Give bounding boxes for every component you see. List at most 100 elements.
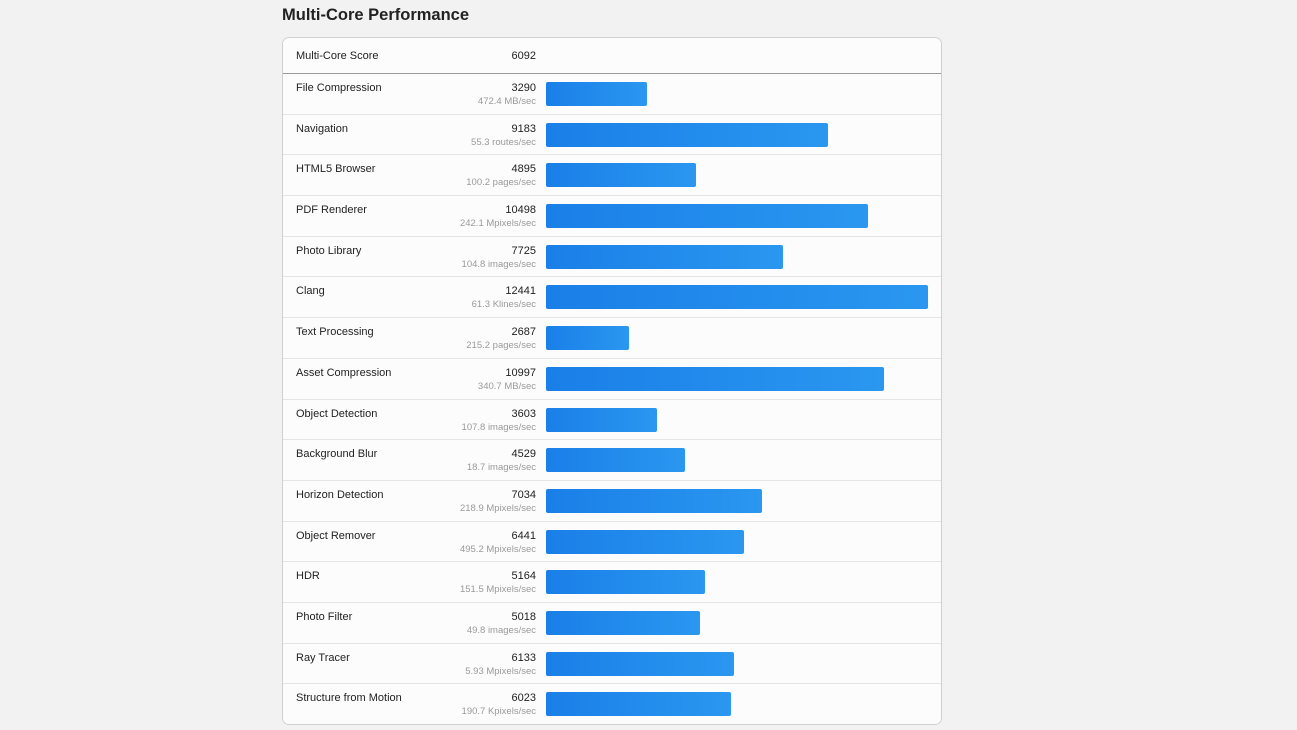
score-bar (546, 326, 629, 351)
bar-track (546, 244, 928, 269)
score-bar (546, 407, 657, 432)
workload-rate: 104.8 images/sec (461, 258, 536, 270)
workload-rate: 61.3 Klines/sec (471, 299, 536, 311)
workload-rows: File Compression 3290 472.4 MB/sec Navigati… (283, 74, 941, 724)
bar-track (546, 610, 928, 635)
workload-rate: 18.7 images/sec (466, 462, 536, 474)
bar-track (546, 407, 928, 432)
workload-name: PDF Renderer (296, 204, 367, 217)
workload-name: Text Processing (296, 326, 374, 339)
score-bar (546, 692, 731, 717)
workload-score: 6133 (511, 651, 536, 664)
table-row: Asset Compression 10997 340.7 MB/sec (283, 358, 941, 400)
table-row: Object Remover 6441 495.2 Mpixels/sec (283, 521, 941, 563)
section-title: Multi-Core Performance (282, 6, 470, 24)
workload-score: 5018 (511, 610, 536, 623)
workload-score: 7725 (511, 244, 536, 257)
workload-name: HDR (296, 570, 320, 583)
workload-score: 6023 (511, 692, 536, 705)
table-row: Photo Filter 5018 49.8 images/sec (283, 602, 941, 644)
summary-score: 6092 (511, 50, 536, 62)
workload-score: 3603 (511, 407, 536, 420)
score-bar (546, 488, 762, 513)
score-bar (546, 610, 700, 635)
score-bar (546, 448, 685, 473)
table-row: Clang 12441 61.3 Klines/sec (283, 277, 941, 319)
workload-score: 6441 (511, 529, 536, 542)
workload-score: 3290 (511, 82, 536, 94)
table-row: Navigation 9183 55.3 routes/sec (283, 114, 941, 156)
benchmark-table: Multi-Core Score 6092 File Compression 32… (282, 37, 942, 725)
score-bar (546, 529, 744, 554)
table-row: Background Blur 4529 18.7 images/sec (283, 440, 941, 481)
bar-track (546, 204, 928, 229)
workload-score: 9183 (511, 122, 536, 135)
table-row: HTML5 Browser 4895 100.2 pages/sec (283, 155, 941, 197)
score-bar (546, 244, 783, 269)
table-row: File Compression 3290 472.4 MB/sec (283, 74, 941, 115)
workload-score: 4529 (511, 448, 536, 461)
bar-track (546, 448, 928, 473)
score-bar (546, 570, 705, 595)
score-bar (546, 651, 734, 676)
score-bar (546, 82, 647, 106)
table-row: HDR 5164 151.5 Mpixels/sec (283, 562, 941, 603)
score-bar (546, 163, 696, 188)
table-row: Text Processing 2687 215.2 pages/sec (283, 318, 941, 359)
bar-track (546, 488, 928, 513)
workload-rate: 190.7 Kpixels/sec (461, 706, 536, 718)
bar-track (546, 651, 928, 676)
workload-rate: 107.8 images/sec (461, 421, 536, 433)
workload-score: 7034 (511, 488, 536, 501)
bar-track (546, 163, 928, 188)
workload-rate: 215.2 pages/sec (466, 340, 536, 352)
table-row: Structure from Motion 6023 190.7 Kpixels/s… (283, 684, 941, 724)
bar-track (546, 122, 928, 147)
workload-rate: 5.93 Mpixels/sec (465, 665, 536, 677)
workload-name: Ray Tracer (296, 651, 350, 664)
workload-name: Photo Filter (296, 610, 353, 623)
table-row: Ray Tracer 6133 5.93 Mpixels/sec (283, 643, 941, 685)
summary-label: Multi-Core Score (296, 50, 379, 62)
table-row: Horizon Detection 7034 218.9 Mpixels/sec (283, 480, 941, 522)
workload-name: HTML5 Browser (296, 163, 376, 176)
workload-rate: 151.5 Mpixels/sec (459, 584, 536, 596)
bar-track (546, 285, 928, 310)
summary-row: Multi-Core Score 6092 (283, 38, 941, 74)
workload-rate: 340.7 MB/sec (477, 380, 536, 392)
workload-name: Background Blur (296, 448, 378, 461)
workload-rate: 55.3 routes/sec (471, 136, 536, 148)
workload-name: Clang (296, 285, 325, 298)
score-bar (546, 285, 928, 310)
workload-rate: 218.9 Mpixels/sec (459, 502, 536, 514)
workload-name: Structure from Motion (296, 692, 402, 705)
workload-name: Object Remover (296, 529, 376, 542)
workload-rate: 242.1 Mpixels/sec (459, 218, 536, 230)
table-row: Object Detection 3603 107.8 images/sec (283, 399, 941, 441)
table-row: Photo Library 7725 104.8 images/sec (283, 236, 941, 278)
bar-track (546, 529, 928, 554)
workload-rate: 49.8 images/sec (466, 624, 536, 636)
workload-name: Object Detection (296, 407, 378, 420)
workload-score: 12441 (505, 285, 536, 298)
workload-name: Asset Compression (296, 366, 392, 379)
workload-score: 2687 (511, 326, 536, 339)
score-bar (546, 204, 868, 229)
bar-track (546, 366, 928, 391)
workload-score: 10997 (505, 366, 536, 379)
score-bar (546, 122, 828, 147)
bar-track (546, 82, 928, 106)
workload-name: File Compression (296, 82, 382, 94)
workload-name: Horizon Detection (296, 488, 384, 501)
workload-rate: 495.2 Mpixels/sec (459, 543, 536, 555)
workload-rate: 472.4 MB/sec (477, 96, 536, 107)
score-bar (546, 366, 884, 391)
workload-name: Photo Library (296, 244, 362, 257)
table-row: PDF Renderer 10498 242.1 Mpixels/sec (283, 196, 941, 237)
workload-score: 5164 (511, 570, 536, 583)
workload-name: Navigation (296, 122, 348, 135)
workload-score: 4895 (511, 163, 536, 176)
workload-rate: 100.2 pages/sec (466, 177, 536, 189)
bar-track (546, 570, 928, 595)
bar-track (546, 692, 928, 717)
